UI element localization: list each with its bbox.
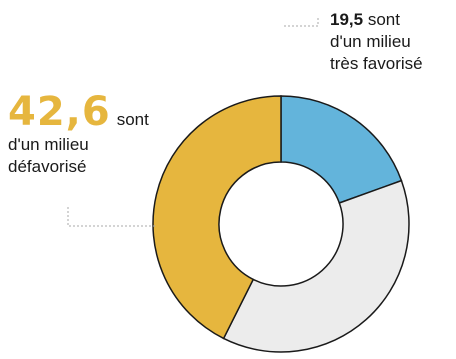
disadvantaged-text: sont	[116, 110, 149, 129]
disadvantaged-line3: défavorisé	[8, 157, 87, 176]
disadvantaged-value: 42,6	[8, 89, 111, 135]
annotation-very-favored: 19,5 sont d'un milieu très favorisé	[330, 9, 423, 75]
donut-slice-1	[222, 179, 410, 353]
annotation-disadvantaged-line1: 42,6 sont	[8, 92, 149, 132]
very-favored-line3: très favorisé	[330, 54, 423, 73]
very-favored-text: sont	[367, 10, 400, 29]
leader-line-disadvantaged	[67, 207, 156, 227]
disadvantaged-line2: d'un milieu	[8, 135, 89, 154]
donut-slice-0	[280, 95, 403, 204]
donut-slice-2	[152, 95, 282, 340]
leader-line-very-favored	[282, 18, 319, 27]
very-favored-value: 19,5	[330, 10, 364, 29]
annotation-disadvantaged: 42,6 sont d'un milieu défavorisé	[8, 92, 149, 178]
very-favored-line2: d'un milieu	[330, 32, 411, 51]
donut-slices	[152, 95, 410, 353]
annotation-very-favored-line1: 19,5 sont	[330, 9, 423, 31]
